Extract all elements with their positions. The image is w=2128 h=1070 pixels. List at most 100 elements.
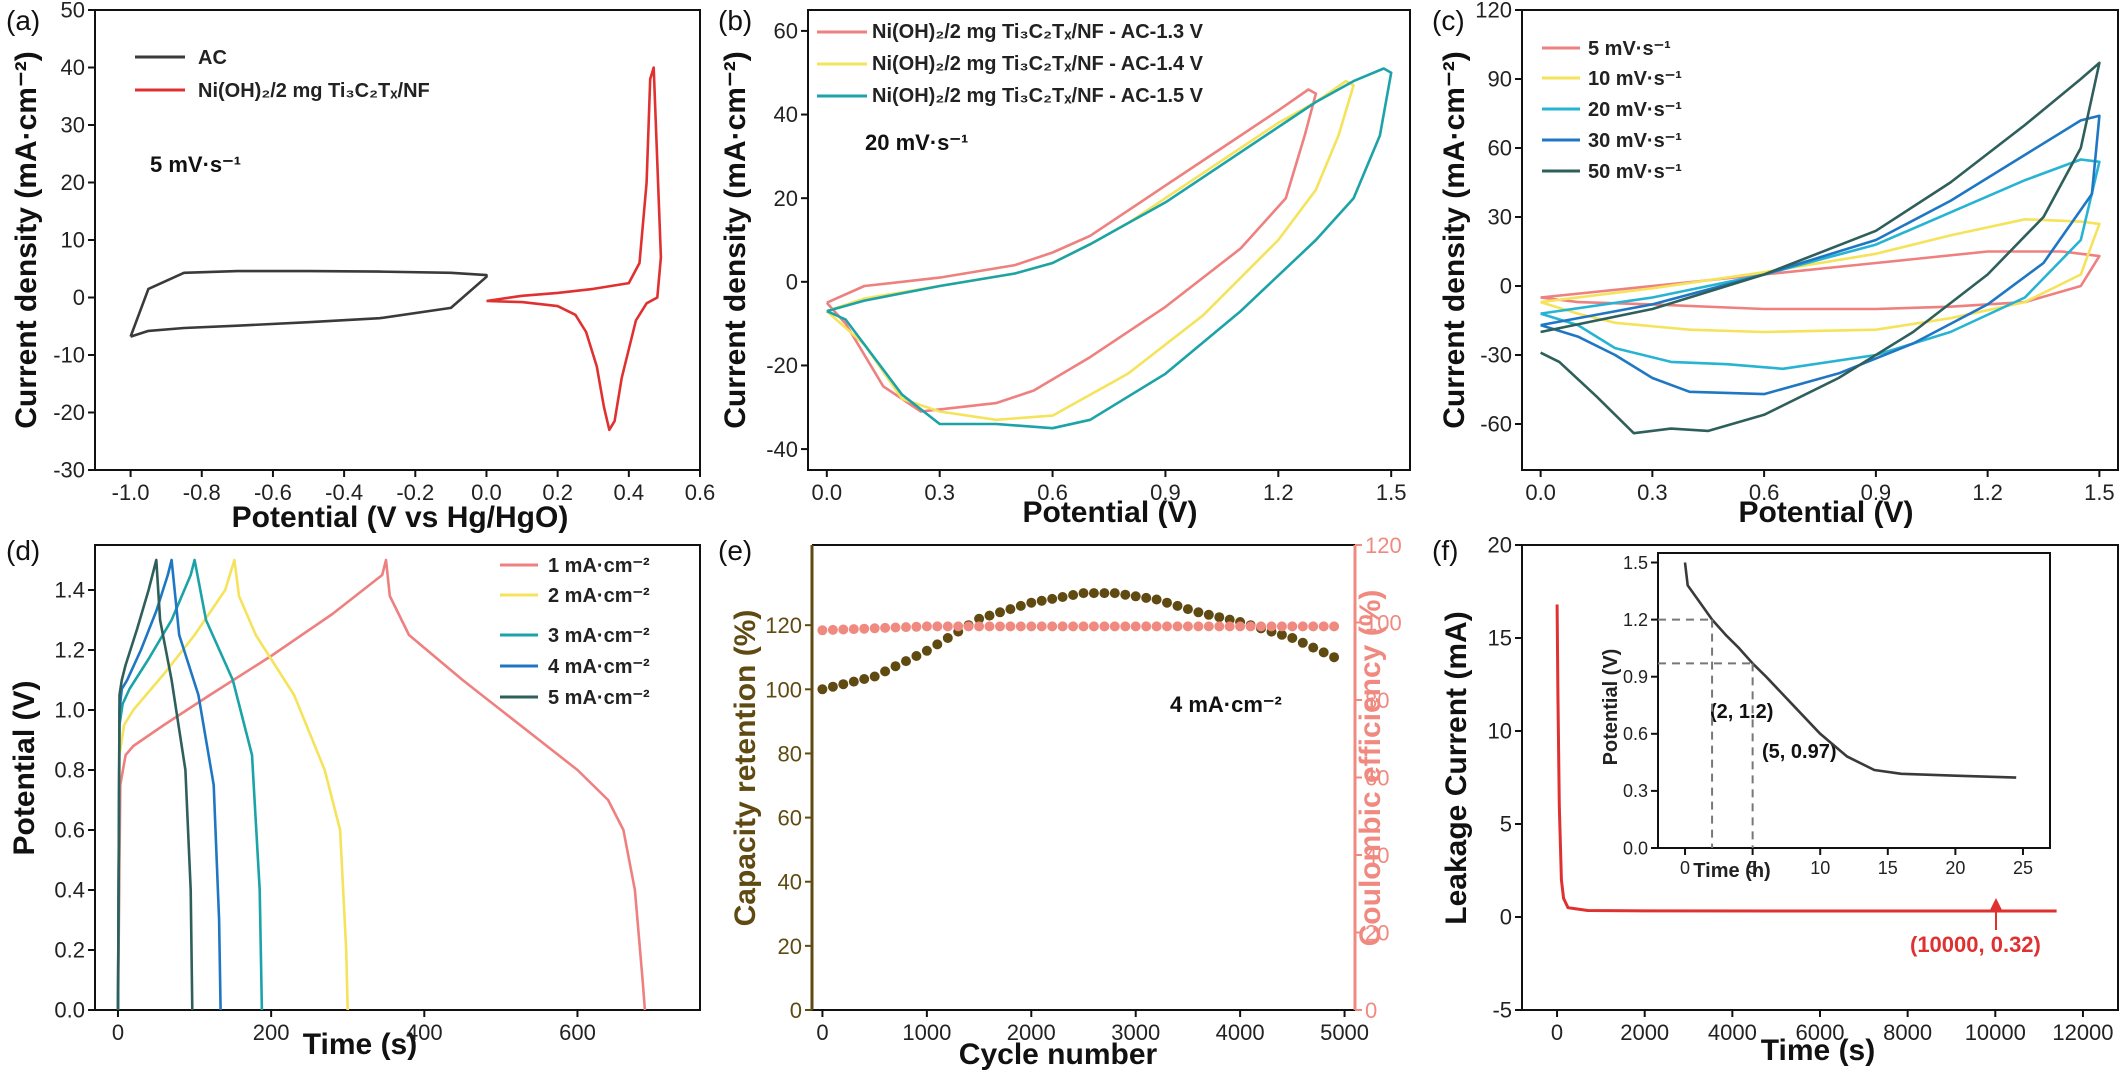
retention-point — [1015, 600, 1026, 611]
y-axis-title: Current density (mA·cm⁻²) — [10, 51, 43, 429]
series-line — [129, 269, 488, 338]
retention-point — [848, 676, 859, 687]
retention-point — [890, 661, 901, 672]
legend-label-5: 5 mV·s⁻¹ — [1588, 38, 1671, 60]
coulombic-point — [1005, 621, 1016, 632]
y-axis-title: Leakage Current (mA) — [1440, 611, 1473, 924]
retention-point — [901, 656, 911, 667]
series-line — [116, 558, 222, 1011]
y-tick-label: 40 — [778, 870, 802, 895]
x-tick-label: 0.2 — [542, 480, 573, 505]
x-axis-title: Time (s) — [303, 1028, 417, 1061]
y-tick-label: 0.0 — [1623, 838, 1648, 858]
coulombic-point — [1036, 621, 1047, 632]
coulombic-point — [1120, 621, 1131, 632]
retention-point — [869, 671, 880, 682]
legend-label-50: 50 mV·s⁻¹ — [1588, 161, 1682, 183]
y-tick-label: 30 — [61, 113, 85, 138]
x-tick-label: 0.9 — [1861, 480, 1892, 505]
y-tick-label: 30 — [1488, 205, 1512, 230]
coulombic-point — [890, 622, 901, 633]
panel-f: (f) Time (s) Leakage Current (mA) (10000… — [1432, 533, 2119, 1067]
plot-frame — [1521, 9, 2119, 471]
x-tick-label: -0.2 — [396, 480, 434, 505]
panel-label: (c) — [1432, 5, 1465, 36]
retention-point — [911, 651, 922, 661]
coulombic-point — [1297, 621, 1308, 632]
legend-label-1-4v: Ni(OH)₂/2 mg Ti₃C₂Tₓ/NF - AC-1.4 V — [872, 53, 1204, 75]
y-tick-label: 60 — [1488, 136, 1512, 161]
x-tick-label: 0 — [1551, 1020, 1563, 1045]
y-tick-label: 0 — [790, 998, 802, 1023]
coulombic-point — [1141, 621, 1152, 632]
steady-state-arrow — [1990, 898, 2002, 930]
legend-label-1-5v: Ni(OH)₂/2 mg Ti₃C₂Tₓ/NF - AC-1.5 V — [872, 85, 1204, 107]
y-tick-label: 60 — [774, 19, 798, 44]
retention-point — [1109, 588, 1120, 599]
y-tick-label: 10 — [1488, 719, 1512, 744]
y-tick-label: -30 — [53, 458, 85, 483]
x-axis-title: Potential (V) — [1022, 496, 1197, 529]
x-tick-label: 0.6 — [685, 480, 716, 505]
y-tick-label: 20 — [1488, 533, 1512, 558]
series-line — [116, 558, 194, 1011]
retention-point — [1329, 652, 1340, 663]
coulombic-point — [1266, 621, 1277, 632]
scan-rate-annotation: 5 mV·s⁻¹ — [150, 152, 241, 177]
y-tick-label: -30 — [1480, 343, 1512, 368]
inset: Time (h) Potential (V) (2, 1.2) (5, 0.97… — [1600, 552, 2051, 882]
series-line — [1540, 61, 2101, 435]
coulombic-point — [1130, 621, 1141, 632]
retention-point — [827, 681, 838, 692]
x-tick-label: -1.0 — [112, 480, 150, 505]
retention-point — [1088, 588, 1099, 599]
panel-a: (a) Potential (V vs Hg/HgO) Current dens… — [6, 0, 715, 534]
y-tick-label: 0.0 — [54, 998, 85, 1023]
coulombic-point — [1162, 621, 1172, 632]
panel-label: (e) — [718, 535, 752, 566]
x-tick-label: 2000 — [1620, 1020, 1669, 1045]
x-tick-label: 0.6 — [1037, 480, 1068, 505]
legend: Ni(OH)₂/2 mg Ti₃C₂Tₓ/NF - AC-1.3 V Ni(OH… — [817, 21, 1204, 107]
coulombic-point — [1203, 621, 1214, 632]
y-tick-label: 80 — [778, 741, 802, 766]
series-line — [1683, 562, 2017, 779]
coulombic-point — [1193, 621, 1204, 632]
coulombic-point — [1308, 621, 1319, 632]
coulombic-point — [1256, 621, 1266, 632]
retention-point — [974, 613, 985, 624]
y-tick-label: -20 — [53, 400, 85, 425]
coulombic-point — [1047, 621, 1058, 632]
coulombic-point — [1026, 621, 1037, 632]
series-line — [1540, 114, 2101, 396]
y-tick-label: 0.6 — [54, 818, 85, 843]
y-tick-label: 0 — [786, 270, 798, 295]
scan-rate-annotation: 20 mV·s⁻¹ — [865, 130, 968, 155]
retention-point — [1276, 629, 1287, 640]
y-tick-label: 0.3 — [1623, 781, 1648, 801]
y-tick-label: 40 — [61, 55, 85, 80]
coulombic-point — [921, 621, 932, 632]
coulombic-point — [1329, 621, 1340, 632]
x-tick-label: 1.5 — [1376, 480, 1407, 505]
x-tick-label: 0 — [112, 1020, 124, 1045]
y-tick-label: 15 — [1488, 626, 1512, 651]
y-axis-title: Potential (V) — [8, 680, 41, 855]
x-axis-title: Cycle number — [959, 1038, 1158, 1070]
legend-label-4: 4 mA·cm⁻² — [548, 656, 650, 678]
x-tick-label: 0 — [816, 1020, 828, 1045]
series-line — [826, 67, 1393, 430]
x-tick-label: 8000 — [1883, 1020, 1932, 1045]
coulombic-point — [1172, 621, 1183, 632]
y-tick-label: -10 — [53, 343, 85, 368]
panel-e: (e) Cycle number Capacity retention (%) … — [718, 533, 1402, 1070]
y-tick-label: 20 — [61, 170, 85, 195]
inset-point-label-1: (2, 1.2) — [1710, 701, 1773, 723]
retention-point — [1120, 589, 1131, 600]
y-tick-label: 120 — [765, 613, 802, 638]
coulombic-point — [911, 621, 922, 632]
y-tick-label: 5 — [1500, 812, 1512, 837]
coulombic-point — [942, 621, 953, 632]
series-line — [1540, 218, 2101, 334]
